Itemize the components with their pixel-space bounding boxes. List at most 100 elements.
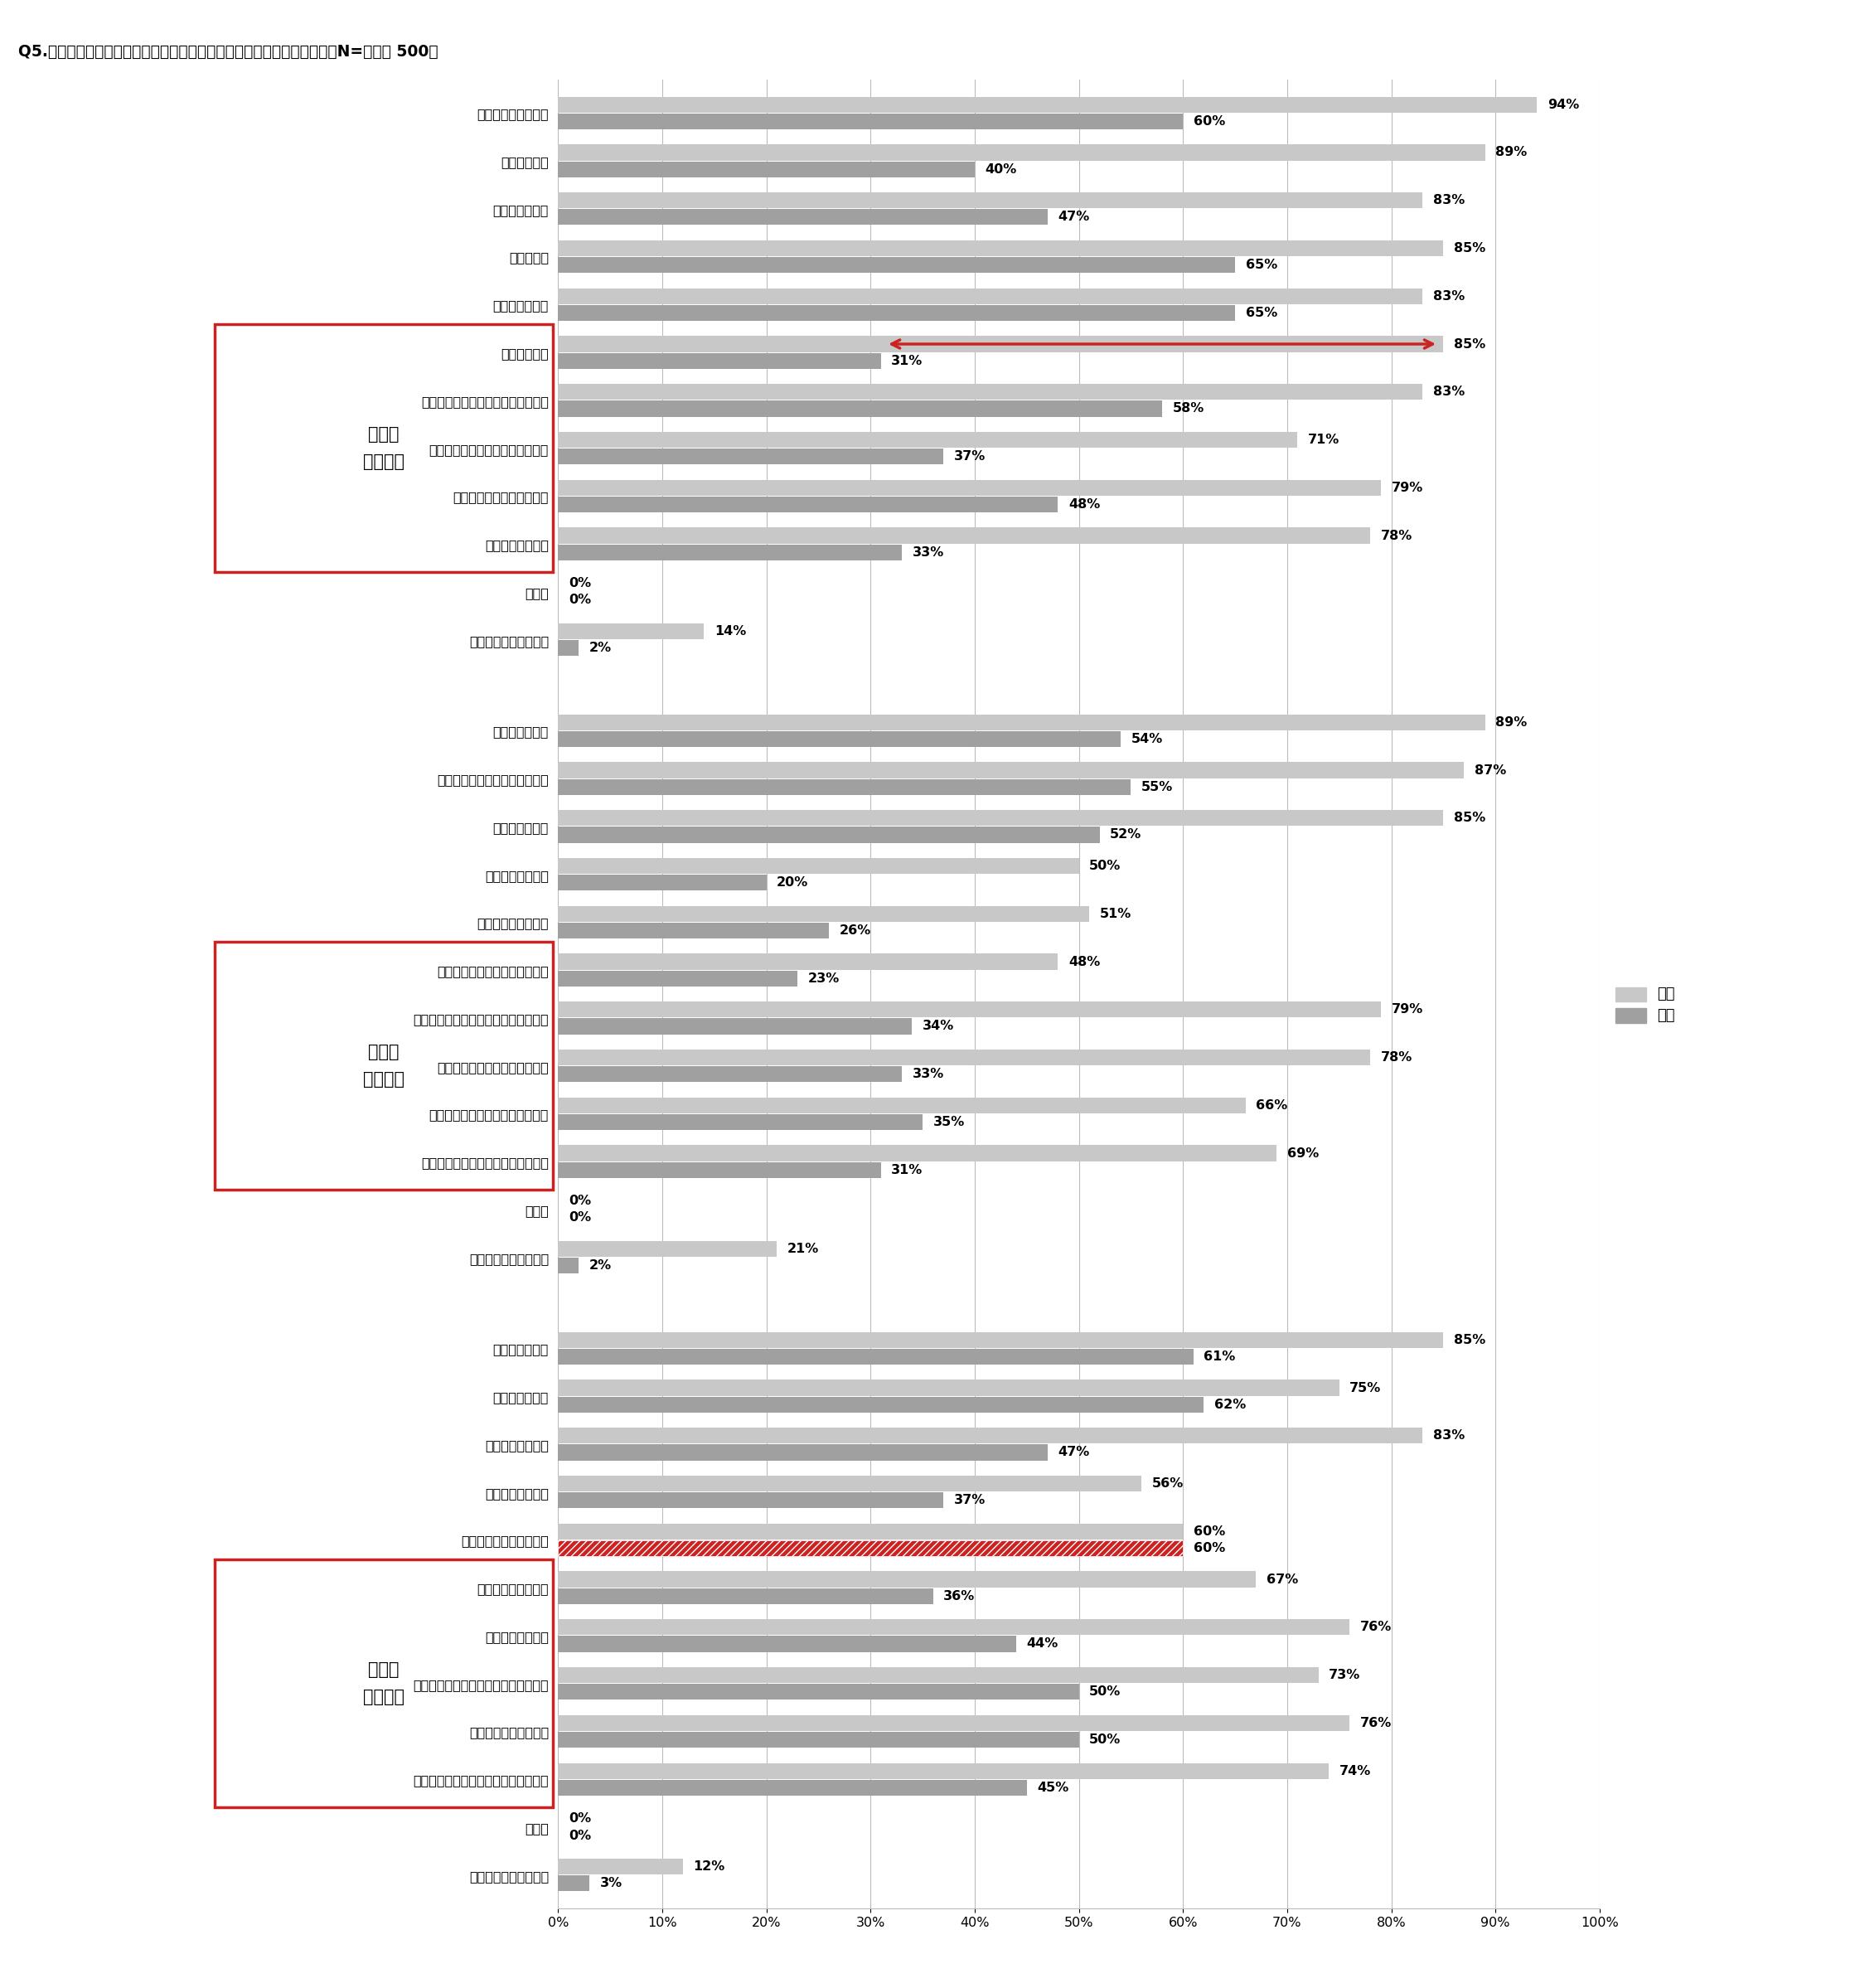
Bar: [558, 1145, 1276, 1161]
Text: 78%: 78%: [1380, 1052, 1412, 1064]
Text: 65%: 65%: [1246, 306, 1278, 320]
Bar: [558, 1258, 578, 1274]
Text: 33%: 33%: [911, 547, 943, 559]
Bar: [558, 256, 1235, 272]
Text: 食事の
隠れ家事: 食事の 隠れ家事: [363, 425, 404, 469]
Bar: [558, 354, 882, 368]
Bar: [558, 811, 1443, 825]
Bar: [558, 161, 975, 177]
Text: 85%: 85%: [1455, 811, 1486, 825]
Bar: [558, 1398, 1203, 1411]
Bar: [1614, 986, 1646, 1002]
Text: 0%: 0%: [569, 577, 591, 590]
Text: 79%: 79%: [1391, 481, 1423, 493]
Bar: [558, 624, 703, 640]
Text: 44%: 44%: [1027, 1638, 1058, 1650]
Bar: [558, 145, 1484, 161]
Text: 31%: 31%: [891, 1163, 923, 1177]
Bar: [558, 402, 1162, 417]
Text: 14%: 14%: [714, 624, 746, 638]
Text: 54%: 54%: [1131, 734, 1162, 746]
Text: 74%: 74%: [1339, 1765, 1371, 1777]
Text: 83%: 83%: [1432, 195, 1464, 207]
Bar: [558, 1332, 1443, 1348]
Bar: [558, 922, 830, 938]
Text: 66%: 66%: [1256, 1099, 1287, 1111]
Bar: [558, 1066, 902, 1081]
Bar: [558, 907, 1090, 922]
Bar: [558, 1523, 1183, 1539]
Text: 3%: 3%: [599, 1877, 621, 1889]
Bar: [558, 970, 798, 986]
Bar: [558, 1636, 1016, 1652]
Bar: [214, 324, 552, 573]
Text: 0%: 0%: [569, 1211, 591, 1225]
Bar: [558, 859, 1079, 875]
Text: 37%: 37%: [954, 1495, 986, 1507]
Text: 87%: 87%: [1475, 763, 1507, 777]
Bar: [558, 875, 766, 891]
Text: 60%: 60%: [1194, 115, 1226, 127]
Text: 0%: 0%: [569, 594, 591, 606]
Bar: [558, 1493, 943, 1509]
Bar: [558, 954, 1058, 970]
Bar: [558, 449, 943, 465]
Text: 51%: 51%: [1099, 909, 1131, 920]
Bar: [1614, 1008, 1646, 1022]
Bar: [558, 1380, 1339, 1396]
Text: 2%: 2%: [590, 642, 612, 654]
Text: 83%: 83%: [1432, 290, 1464, 302]
Bar: [558, 113, 1183, 129]
Bar: [558, 304, 1235, 320]
Bar: [558, 1050, 1371, 1066]
Text: 89%: 89%: [1495, 147, 1527, 159]
Text: 50%: 50%: [1090, 859, 1122, 873]
Text: 男性: 男性: [1657, 1008, 1674, 1024]
Text: 0%: 0%: [569, 1829, 591, 1841]
Text: 0%: 0%: [569, 1813, 591, 1825]
Bar: [558, 1732, 1079, 1747]
Text: 26%: 26%: [839, 924, 870, 936]
Bar: [214, 942, 552, 1191]
Text: 69%: 69%: [1287, 1147, 1319, 1159]
Text: 2%: 2%: [590, 1260, 612, 1272]
Text: 12%: 12%: [694, 1861, 725, 1873]
Text: 85%: 85%: [1455, 338, 1486, 350]
Bar: [558, 479, 1380, 495]
Text: 67%: 67%: [1267, 1573, 1298, 1586]
Bar: [558, 1620, 1350, 1634]
Bar: [558, 1763, 1328, 1779]
Bar: [558, 827, 1099, 843]
Text: 48%: 48%: [1068, 499, 1099, 511]
Bar: [558, 1859, 683, 1875]
Text: 55%: 55%: [1142, 781, 1174, 793]
Bar: [558, 1018, 911, 1034]
Bar: [558, 1427, 1423, 1443]
Bar: [558, 1113, 923, 1129]
Bar: [558, 640, 578, 656]
Text: 48%: 48%: [1068, 956, 1099, 968]
Text: 21%: 21%: [787, 1242, 818, 1254]
Bar: [558, 1097, 1246, 1113]
Text: 45%: 45%: [1038, 1781, 1069, 1793]
Bar: [558, 527, 1371, 543]
Bar: [558, 431, 1298, 447]
Text: 60%: 60%: [1194, 1525, 1226, 1537]
Bar: [558, 1541, 1183, 1557]
Text: 60%: 60%: [1194, 1543, 1226, 1555]
Bar: [558, 1716, 1350, 1732]
Text: 36%: 36%: [943, 1590, 975, 1602]
Text: 71%: 71%: [1308, 433, 1339, 445]
Text: 85%: 85%: [1455, 243, 1486, 254]
Text: 52%: 52%: [1110, 829, 1142, 841]
Bar: [558, 1475, 1142, 1491]
Text: 83%: 83%: [1432, 386, 1464, 398]
Bar: [558, 1241, 777, 1256]
Text: 女性: 女性: [1657, 986, 1674, 1002]
Text: 62%: 62%: [1215, 1398, 1246, 1411]
Text: 76%: 76%: [1360, 1620, 1391, 1634]
Text: 23%: 23%: [807, 972, 839, 984]
Text: 73%: 73%: [1328, 1668, 1360, 1682]
Text: 94%: 94%: [1548, 99, 1579, 111]
Text: 58%: 58%: [1172, 402, 1203, 415]
